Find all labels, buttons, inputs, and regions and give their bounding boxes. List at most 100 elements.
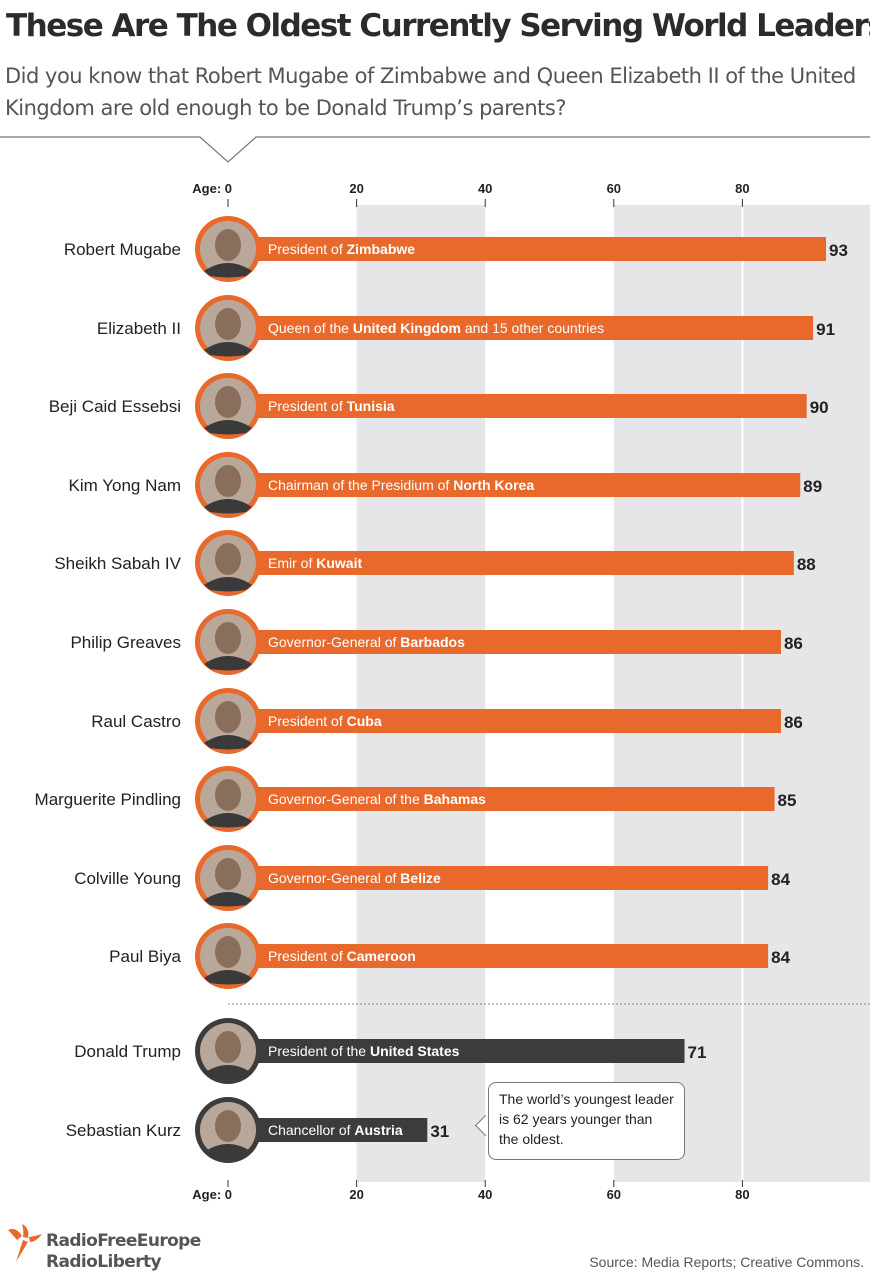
bar xyxy=(246,237,826,261)
value-label: 89 xyxy=(803,477,822,496)
grid-band xyxy=(743,205,870,1182)
top-axis-tick-label: Age: 0 xyxy=(192,181,232,196)
desc-prefix: Chairman of the Presidium of xyxy=(268,477,453,493)
value-label: 71 xyxy=(688,1043,707,1062)
header-divider xyxy=(0,136,870,163)
portrait-face xyxy=(215,936,241,968)
portrait-shoulders xyxy=(204,420,252,435)
bar xyxy=(246,787,775,811)
portrait-shoulders xyxy=(204,342,252,357)
portrait-face xyxy=(215,622,241,654)
bar-description: Chancellor of Austria xyxy=(268,1122,403,1138)
portrait-face xyxy=(215,229,241,261)
leader-row: Colville Young Governor-General of Belize… xyxy=(74,845,791,911)
leader-row: Paul Biya President of Cameroon 84 xyxy=(109,923,791,989)
value-label: 31 xyxy=(430,1122,449,1141)
bar xyxy=(246,316,814,340)
desc-suffix: and 15 other countries xyxy=(461,320,604,336)
grid-band xyxy=(613,205,743,1182)
bar xyxy=(246,1039,685,1063)
bar-description: Governor-General of Belize xyxy=(268,870,441,886)
desc-prefix: Governor-General of the xyxy=(268,791,424,807)
value-label: 84 xyxy=(771,948,790,967)
desc-country: Austria xyxy=(354,1122,402,1138)
bar-description: Governor-General of the Bahamas xyxy=(268,791,486,807)
portrait-face xyxy=(215,1110,241,1142)
leader-row: Donald Trump President of the United Stat… xyxy=(74,1018,706,1084)
bar xyxy=(246,1118,428,1142)
portrait-shoulders xyxy=(204,656,252,671)
bar-description: President of the United States xyxy=(268,1043,460,1059)
leader-name: Sebastian Kurz xyxy=(66,1121,181,1140)
leader-name: Colville Young xyxy=(74,869,181,888)
leader-name: Kim Yong Nam xyxy=(69,476,181,495)
leader-name: Beji Caid Essebsi xyxy=(49,397,181,416)
bar xyxy=(246,944,769,968)
leader-row: Beji Caid Essebsi President of Tunisia 90 xyxy=(49,373,829,439)
leader-row: Philip Greaves Governor-General of Barbad… xyxy=(70,609,803,675)
portrait-face xyxy=(215,386,241,418)
callout-note: The world’s youngest leader is 62 years … xyxy=(488,1082,685,1160)
value-label: 93 xyxy=(829,241,848,260)
logo-line-1: RadioFreeEurope xyxy=(46,1231,201,1251)
bottom-axis-tick-label: Age: 0 xyxy=(192,1187,232,1202)
desc-prefix: Queen of the xyxy=(268,320,353,336)
bar xyxy=(246,394,807,418)
portrait-shoulders xyxy=(204,263,252,278)
bar-description: President of Zimbabwe xyxy=(268,241,415,257)
leader-row: Sheikh Sabah IV Emir of Kuwait 88 xyxy=(54,530,816,596)
bottom-axis-tick-label: 20 xyxy=(349,1187,363,1202)
bar xyxy=(246,551,794,575)
chart-title: These Are The Oldest Currently Serving W… xyxy=(6,8,870,44)
desc-country: United Kingdom xyxy=(353,320,461,336)
leader-name: Paul Biya xyxy=(109,947,181,966)
leader-row: Elizabeth II Queen of the United Kingdom … xyxy=(97,295,835,361)
desc-prefix: Governor-General of xyxy=(268,870,400,886)
portrait-face xyxy=(215,779,241,811)
bar xyxy=(246,473,801,497)
desc-country: Cameroon xyxy=(347,948,416,964)
desc-prefix: President of xyxy=(268,948,347,964)
portrait-shoulders xyxy=(204,970,252,985)
leader-name: Philip Greaves xyxy=(70,633,181,652)
portrait-shoulders xyxy=(204,813,252,828)
logo-line-2: RadioLiberty xyxy=(46,1252,162,1272)
desc-prefix: Emir of xyxy=(268,555,316,571)
portrait-shoulders xyxy=(204,499,252,514)
value-label: 90 xyxy=(810,398,829,417)
value-label: 84 xyxy=(771,870,790,889)
source-note: Source: Media Reports; Creative Commons. xyxy=(589,1254,864,1270)
bar xyxy=(246,630,781,654)
portrait-face xyxy=(215,543,241,575)
portrait-face xyxy=(215,465,241,497)
leader-row: Sebastian Kurz Chancellor of Austria 31 xyxy=(66,1097,449,1163)
grid-band xyxy=(356,205,486,1182)
portrait-shoulders xyxy=(204,1144,252,1159)
bottom-axis-tick-label: 60 xyxy=(607,1187,621,1202)
chart-subtitle: Did you know that Robert Mugabe of Zimba… xyxy=(5,64,856,120)
desc-prefix: Chancellor of xyxy=(268,1122,354,1138)
desc-country: Kuwait xyxy=(316,555,362,571)
leader-name: Sheikh Sabah IV xyxy=(54,554,181,573)
desc-prefix: President of xyxy=(268,713,347,729)
value-label: 85 xyxy=(778,791,797,810)
bottom-axis-tick-label: 80 xyxy=(735,1187,749,1202)
desc-country: United States xyxy=(370,1043,460,1059)
portrait-face xyxy=(215,1031,241,1063)
bar xyxy=(246,709,781,733)
desc-prefix: President of xyxy=(268,398,347,414)
leader-name: Marguerite Pindling xyxy=(35,790,181,809)
value-label: 88 xyxy=(797,555,816,574)
logo-wordmark: RadioFreeEurope RadioLiberty xyxy=(46,1231,201,1273)
bar-description: Governor-General of Barbados xyxy=(268,634,465,650)
value-label: 86 xyxy=(784,713,803,732)
desc-prefix: President of xyxy=(268,241,347,257)
portrait-shoulders xyxy=(204,1065,252,1080)
bar xyxy=(246,866,769,890)
leader-row: Marguerite Pindling Governor-General of t… xyxy=(35,766,797,832)
leader-row: Kim Yong Nam Chairman of the Presidium of… xyxy=(69,452,822,518)
portrait-face xyxy=(215,308,241,340)
leader-name: Raul Castro xyxy=(91,712,181,731)
desc-country: Tunisia xyxy=(347,398,395,414)
